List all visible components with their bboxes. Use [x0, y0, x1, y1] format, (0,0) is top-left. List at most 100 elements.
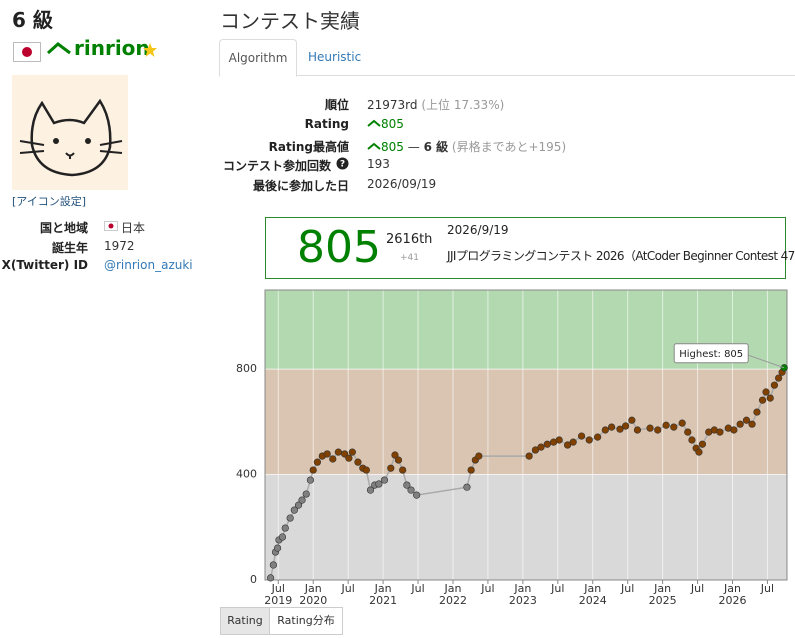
- rating-point: [266, 574, 275, 582]
- stat-value: 805: [367, 117, 404, 131]
- rating-point: [407, 486, 415, 494]
- x-tick-label: Jul: [760, 582, 775, 595]
- rating-point: [294, 501, 303, 509]
- rating-point: [698, 440, 707, 448]
- max-grade: 6 級: [423, 140, 449, 154]
- stat-value: 805 — 6 級 (昇格まであと+195): [367, 138, 566, 155]
- grade: 6 級: [12, 8, 53, 32]
- x-tick-label: Jul 2019: [264, 582, 293, 607]
- rating-point: [354, 458, 362, 466]
- rating-point: [278, 533, 287, 541]
- rating-point: [628, 416, 636, 424]
- rating-point: [313, 458, 322, 466]
- rating-point: [766, 394, 774, 402]
- rating-point: [334, 448, 342, 456]
- rating-point: [646, 424, 654, 432]
- rating-point: [286, 514, 294, 522]
- rating-point: [413, 491, 421, 499]
- rating-point: [463, 483, 471, 491]
- latest-rank: 2616th: [386, 232, 433, 247]
- x-tick-label: Jul: [690, 582, 705, 595]
- rating-band: [265, 474, 787, 580]
- field-value: 日本: [121, 221, 146, 235]
- rating-point: [670, 423, 678, 431]
- username[interactable]: rinrion: [74, 36, 150, 60]
- help-icon[interactable]: ?: [336, 157, 349, 170]
- rating-icon: [367, 119, 381, 127]
- rating-point: [531, 446, 540, 454]
- twitter-link[interactable]: @rinrion_azuki: [104, 258, 193, 272]
- plot-frame: [264, 289, 788, 581]
- rating-point: [742, 416, 751, 424]
- rating-point: [329, 455, 337, 463]
- rating-point: [594, 433, 602, 441]
- rating-point: [323, 450, 331, 458]
- latest-contest[interactable]: JJIプログラミングコンテスト 2026（AtCoder Beginner Co…: [447, 249, 795, 263]
- field-label: X(Twitter) ID: [1, 258, 88, 272]
- y-tick-label: 400: [236, 468, 257, 481]
- section-title: コンテスト実績: [220, 9, 360, 33]
- rating-icon: [367, 142, 381, 150]
- rating-point: [348, 448, 356, 456]
- stat-value: 2026/09/19: [367, 177, 437, 191]
- icon-settings-link[interactable]: [アイコン設定]: [12, 195, 87, 208]
- x-tick-label: Jan 2023: [508, 582, 537, 607]
- rating-point: [775, 374, 783, 382]
- x-tick-label: Jan 2022: [438, 582, 467, 607]
- annotation-leader: [744, 353, 785, 369]
- chart-button-active[interactable]: Rating: [220, 607, 270, 635]
- tab-active[interactable]: Algorithm: [219, 39, 297, 77]
- rating-point: [758, 396, 767, 404]
- rating-point: [736, 420, 744, 428]
- annotation: Highest: 805: [679, 349, 743, 360]
- flag-icon: [104, 221, 118, 231]
- latest-diff: +41: [400, 253, 419, 263]
- rating-point: [362, 466, 370, 474]
- annotation-box: [673, 343, 749, 364]
- x-tick-label: Jan 2024: [578, 582, 607, 607]
- flag-icon: [13, 42, 41, 62]
- rating-point: [375, 480, 383, 488]
- tab-line: [296, 75, 795, 76]
- rating-point: [601, 426, 609, 434]
- y-tick-label: 800: [236, 362, 257, 375]
- rating-point: [662, 421, 670, 429]
- stat-label: コンテスト参加回数: [222, 159, 331, 173]
- rating-icon: [46, 42, 71, 55]
- rating-point: [654, 426, 662, 434]
- avatar: [12, 75, 128, 190]
- x-tick-label: Jan 2020: [299, 582, 328, 607]
- x-tick-label: Jan 2025: [648, 582, 677, 607]
- x-tick-label: Jul: [341, 582, 355, 595]
- x-tick-label: Jul: [481, 582, 495, 595]
- tab[interactable]: Heuristic: [308, 50, 362, 64]
- stat-value: 21973rd (上位 17.33%): [367, 96, 504, 113]
- rating-point: [585, 436, 593, 444]
- stat-label: Rating: [304, 117, 349, 131]
- stat-label: 最後に参加した日: [252, 179, 349, 193]
- rank: 21973rd: [367, 98, 418, 112]
- x-tick-label: Jul: [411, 582, 425, 595]
- star-icon: [143, 43, 157, 57]
- rating-point: [716, 428, 724, 436]
- rating-point: [290, 506, 298, 514]
- rating-point: [569, 438, 577, 446]
- rating-point: [563, 441, 572, 449]
- rating-point: [543, 440, 551, 448]
- rating-point: [633, 426, 642, 434]
- field-label: 国と地域: [39, 221, 88, 235]
- rating-band: [265, 369, 787, 475]
- chart-button[interactable]: Rating分布: [269, 607, 343, 635]
- rating-point: [380, 476, 389, 484]
- y-tick-label: 0: [250, 573, 257, 586]
- rating-point: [269, 561, 277, 569]
- rating-point: [273, 544, 282, 552]
- field-value: 1972: [104, 239, 135, 253]
- stat-label: 順位: [324, 98, 349, 112]
- rating-point: [525, 452, 533, 460]
- x-tick-label: Jan 2021: [369, 582, 398, 607]
- rating-point: [309, 466, 317, 474]
- rating-point: [467, 466, 475, 474]
- rating: 805: [381, 117, 404, 131]
